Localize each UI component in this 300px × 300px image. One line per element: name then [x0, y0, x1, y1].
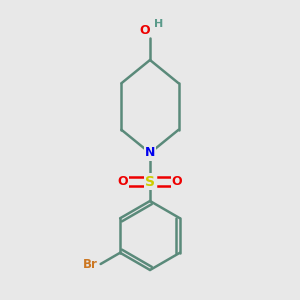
Text: S: S [145, 175, 155, 188]
Text: N: N [145, 146, 155, 160]
Text: Br: Br [83, 257, 98, 271]
Text: O: O [139, 23, 150, 37]
Text: O: O [118, 175, 128, 188]
Text: H: H [154, 19, 164, 29]
Text: O: O [172, 175, 182, 188]
